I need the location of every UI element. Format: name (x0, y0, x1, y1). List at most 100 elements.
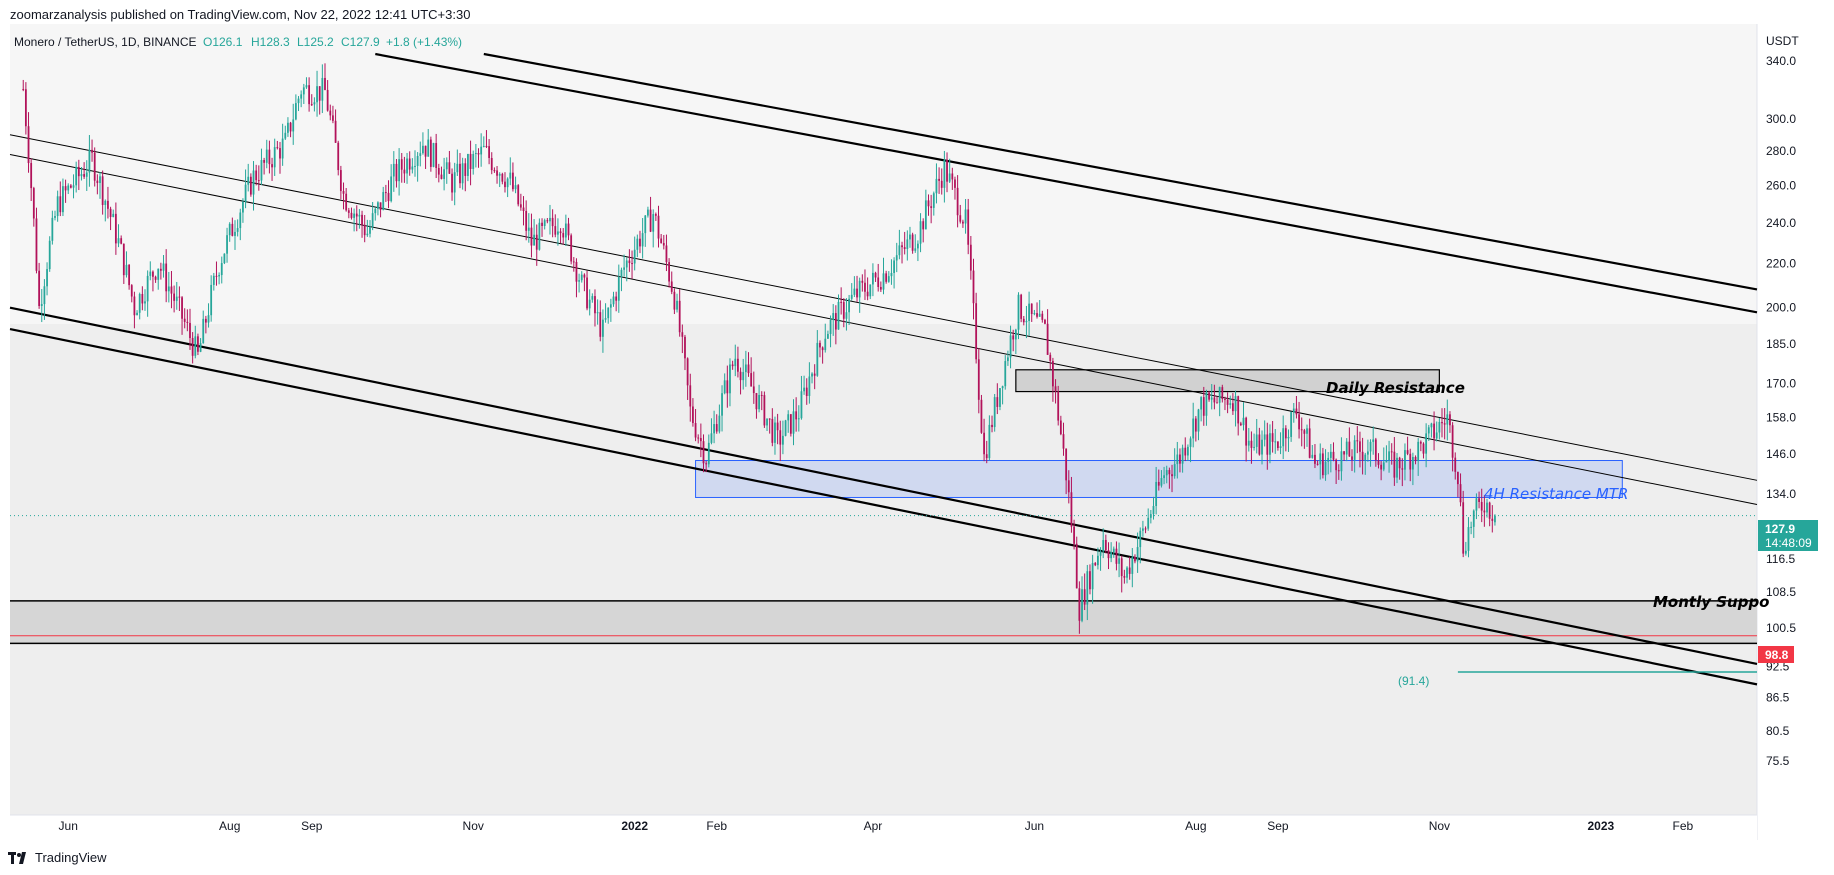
candle-body (715, 424, 718, 432)
candle-body (136, 312, 138, 316)
candle-body (1171, 474, 1173, 477)
candle-body (292, 119, 295, 132)
candle-body (1192, 418, 1195, 439)
candle-body (657, 215, 660, 239)
candle-body (562, 233, 565, 238)
candle-body (1232, 403, 1234, 412)
candle-body (1340, 451, 1343, 472)
candle-body (575, 261, 578, 282)
candle-body (152, 271, 154, 277)
candle-body (329, 110, 332, 116)
zones (10, 369, 1757, 645)
time-tick: Sep (1267, 819, 1289, 833)
candle-body (586, 277, 588, 309)
price-tick: 300.0 (1766, 112, 1796, 126)
candle-body (930, 206, 933, 208)
candle-body (1155, 481, 1158, 506)
candle-body (40, 304, 43, 306)
candle-body (1266, 434, 1269, 455)
candle-body (456, 163, 459, 173)
candle-body (609, 304, 612, 308)
candle-body (1472, 510, 1475, 527)
candle-body (469, 153, 472, 169)
candle-body (906, 239, 909, 250)
candle-body (1004, 361, 1007, 387)
candle-body (379, 202, 382, 210)
candle-body (1197, 409, 1200, 432)
candle-body (943, 159, 946, 188)
candle-body (117, 238, 120, 244)
candle-body (1382, 462, 1385, 470)
candle-body (1205, 392, 1208, 416)
candle-body (1189, 438, 1192, 447)
candle-body (191, 338, 194, 356)
candle-body (549, 217, 551, 222)
candle-body (144, 301, 146, 304)
candle-body (813, 373, 816, 376)
candle-body (959, 215, 962, 222)
candle-body (570, 235, 573, 262)
candle-body (1022, 318, 1025, 323)
candle-body (1237, 396, 1240, 424)
candle-body (220, 263, 223, 276)
candle-body (1430, 423, 1433, 428)
candle-body (501, 173, 504, 182)
price-axis-ticks: 340.0 300.0 280.0 260.0 240.0 220.0 200.0 185.0… (1766, 54, 1796, 768)
candle-body (1298, 414, 1300, 430)
candle-body (122, 243, 125, 276)
candle-body (917, 243, 919, 249)
candle-body (1486, 502, 1488, 513)
candle-body (1388, 451, 1390, 461)
candle-body (1401, 468, 1404, 470)
candle-body (265, 149, 268, 163)
candle-body (1488, 502, 1491, 519)
candle-body (85, 172, 88, 177)
candle-body (1081, 589, 1083, 621)
candle-body (1351, 456, 1353, 460)
candle-body (234, 231, 236, 236)
candle-body (1454, 457, 1457, 472)
candle-body (1120, 558, 1123, 577)
candle-body (93, 152, 96, 181)
candle-body (1353, 440, 1356, 460)
chart-legend[interactable]: Monero / TetherUS, 1D, BINANCE O126.1 H1… (14, 35, 462, 49)
candle-body (1229, 403, 1232, 405)
candle-body (1419, 441, 1422, 444)
candle-body (377, 202, 379, 209)
candle-body (247, 176, 250, 185)
candle-body (427, 139, 430, 157)
candle-body (1271, 433, 1274, 442)
candle-body (1478, 498, 1480, 502)
candle-body (107, 200, 109, 209)
candle-body (1345, 441, 1348, 455)
candle-body (183, 318, 186, 322)
candle-body (525, 210, 528, 231)
candle-body (398, 159, 401, 182)
candle-body (1446, 414, 1449, 425)
price-tick: 80.5 (1766, 724, 1790, 738)
time-tick: Jun (59, 819, 78, 833)
candle-body (175, 296, 178, 301)
footer[interactable]: TradingView (8, 850, 107, 865)
current-price-value: 127.9 (1765, 522, 1795, 536)
candle-body (181, 297, 183, 319)
candle-body (866, 291, 869, 297)
candle-body (99, 176, 101, 184)
trendline-6 (9, 328, 1758, 686)
candle-body (355, 213, 358, 217)
candle-body (1097, 555, 1099, 566)
candle-body (1290, 412, 1293, 437)
candle-body (1390, 451, 1393, 453)
candle-body (721, 393, 723, 416)
candle-body (392, 163, 395, 177)
candle-body (1007, 357, 1009, 362)
candle-body (485, 145, 488, 147)
candle-body (408, 158, 411, 170)
candle-body (935, 178, 938, 194)
candle-body (954, 179, 956, 188)
legend-high: H128.3 (251, 35, 290, 49)
candle-body (1073, 526, 1075, 544)
candle-body (726, 380, 729, 394)
candle-body (429, 139, 432, 167)
